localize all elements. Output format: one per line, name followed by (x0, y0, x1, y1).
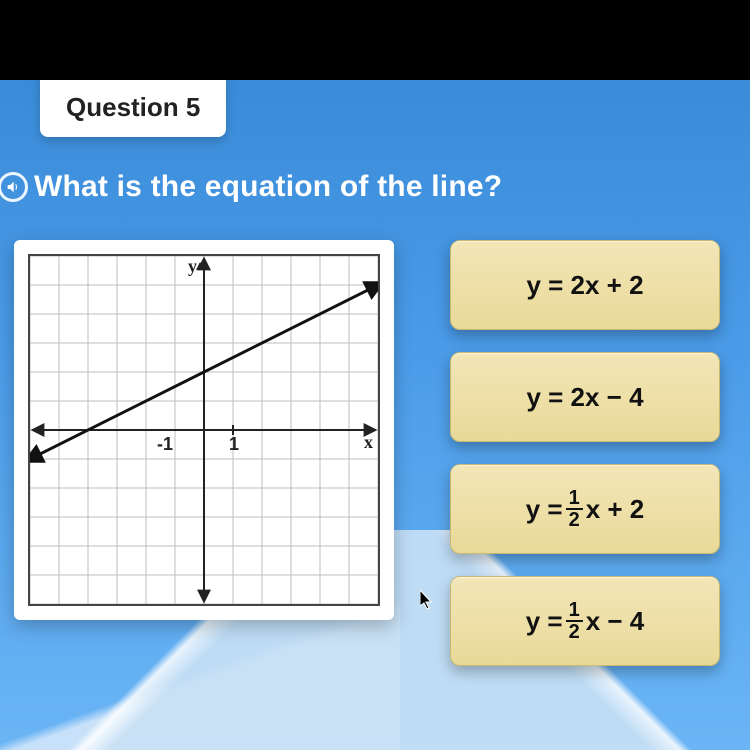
answer-option-a[interactable]: y = 2x + 2 (450, 240, 720, 330)
speaker-icon (5, 179, 21, 195)
graph-card: y x 1 -1 (14, 240, 394, 620)
answer-option-d[interactable]: y = 1 2 x − 4 (450, 576, 720, 666)
question-label: Question 5 (66, 92, 200, 122)
speaker-button[interactable] (0, 172, 28, 202)
frac-d-num: 1 (566, 600, 583, 622)
graph-svg: y x 1 -1 (30, 256, 378, 604)
fraction-icon: 1 2 (566, 488, 583, 530)
answer-list: y = 2x + 2 y = 2x − 4 y = 1 2 x + 2 y = … (450, 240, 720, 666)
question-prompt: What is the equation of the line? (34, 170, 720, 204)
cursor-icon (420, 590, 434, 610)
answer-d-suffix: x − 4 (586, 606, 645, 637)
graph-plot: y x 1 -1 (28, 254, 380, 606)
answer-option-b[interactable]: y = 2x − 4 (450, 352, 720, 442)
answer-b-text: y = 2x − 4 (526, 382, 643, 413)
fraction-icon: 1 2 (566, 600, 583, 642)
frac-c-num: 1 (566, 488, 583, 510)
svg-text:-1: -1 (157, 434, 173, 454)
question-tab: Question 5 (40, 80, 226, 137)
frac-c-den: 2 (566, 510, 583, 530)
answer-c-prefix: y = (526, 494, 563, 525)
svg-text:x: x (364, 432, 373, 452)
answer-a-text: y = 2x + 2 (526, 270, 643, 301)
answer-c-suffix: x + 2 (586, 494, 645, 525)
svg-text:y: y (188, 256, 197, 276)
quiz-screen: Question 5 What is the equation of the l… (0, 80, 750, 750)
answer-option-c[interactable]: y = 1 2 x + 2 (450, 464, 720, 554)
svg-text:1: 1 (229, 434, 239, 454)
answer-d-prefix: y = (526, 606, 563, 637)
frac-d-den: 2 (566, 622, 583, 642)
